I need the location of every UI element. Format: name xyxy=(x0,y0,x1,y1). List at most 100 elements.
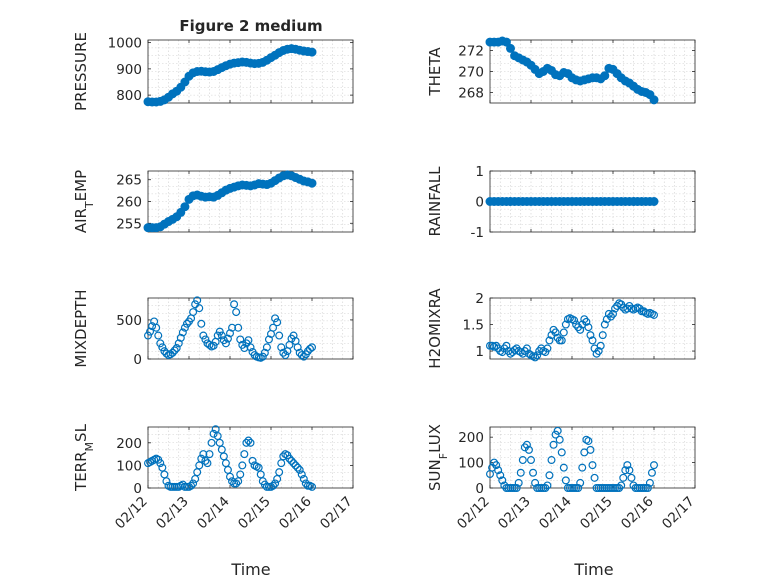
data-point xyxy=(582,317,591,326)
y-tick-label: 200 xyxy=(458,430,484,446)
x-tick-label: 02/13 xyxy=(153,494,192,533)
data-point xyxy=(174,339,183,348)
subplot-pressure-ylabel: PRESSURE xyxy=(72,32,90,111)
data-point xyxy=(308,343,317,352)
data-point xyxy=(307,47,317,57)
data-point xyxy=(516,348,525,357)
data-point xyxy=(502,341,511,350)
y-tick-label: 265 xyxy=(116,173,142,189)
y-tick-label: 1000 xyxy=(108,36,142,52)
data-point xyxy=(494,466,503,475)
subplot-rainfall: RAINFALL -1 0 1 xyxy=(426,164,696,241)
data-point xyxy=(240,450,249,459)
data-point xyxy=(576,325,585,334)
data-point xyxy=(608,309,617,318)
data-point xyxy=(176,333,185,342)
data-point xyxy=(625,466,634,475)
subplot-h2omixra-ylabel: H2OMIXRA xyxy=(426,288,444,369)
data-point xyxy=(262,343,271,352)
data-point xyxy=(543,344,552,353)
data-point xyxy=(570,316,579,325)
axes-box-terr-msl xyxy=(147,426,354,489)
data-point xyxy=(545,471,554,480)
data-point xyxy=(561,320,570,329)
data-point xyxy=(551,430,560,439)
data-point xyxy=(501,37,511,47)
data-point xyxy=(281,351,290,360)
y-tick-label: 0 xyxy=(475,481,484,497)
y-tick-label: 900 xyxy=(116,62,142,78)
data-point xyxy=(586,445,595,454)
data-point xyxy=(258,352,267,361)
data-point xyxy=(205,450,214,459)
data-point xyxy=(287,456,296,465)
x-axis-label-right: Time xyxy=(573,560,613,579)
data-point xyxy=(621,466,630,475)
data-point xyxy=(158,343,167,352)
data-point xyxy=(275,468,284,477)
data-point xyxy=(297,470,306,479)
data-point xyxy=(498,476,507,485)
data-point xyxy=(197,319,206,328)
data-point xyxy=(230,300,239,309)
data-point xyxy=(643,484,652,493)
subplot-h2omixra: H2OMIXRA 1 1.5 2 xyxy=(426,288,696,369)
data-point xyxy=(647,468,656,477)
y-tick-label: 1 xyxy=(475,164,484,180)
data-point xyxy=(623,461,632,470)
y-tick-label: 272 xyxy=(458,44,484,60)
x-axis-label-left: Time xyxy=(230,560,270,579)
data-point xyxy=(492,461,501,470)
x-tick-label: 02/16 xyxy=(276,494,315,533)
data-point xyxy=(162,477,171,486)
data-point xyxy=(271,314,280,323)
data-point xyxy=(645,478,654,487)
y-tick-label: 100 xyxy=(116,458,142,474)
data-point xyxy=(649,310,658,319)
x-tick-label: 02/12 xyxy=(112,494,151,533)
data-point xyxy=(594,347,603,356)
x-tick-label: 02/17 xyxy=(659,494,698,533)
subplot-air-temp: AIRTEMP 255 260 265 xyxy=(72,170,354,233)
subplot-mixdepth: MIXDEPTH 0 500 xyxy=(72,289,354,368)
series-terr-msl xyxy=(144,425,317,491)
data-point xyxy=(226,472,235,481)
axes-box-sun-flux xyxy=(489,426,696,489)
data-point xyxy=(543,481,552,490)
data-point xyxy=(203,459,212,468)
data-point xyxy=(223,465,232,474)
data-point xyxy=(584,323,593,332)
data-point xyxy=(582,435,591,444)
axes-box-h2omixra xyxy=(489,297,696,360)
data-point xyxy=(205,340,214,349)
data-point xyxy=(232,308,241,317)
axes-box-pressure xyxy=(147,39,354,104)
data-point xyxy=(234,323,243,332)
data-point xyxy=(529,468,538,477)
x-tick-label: 02/13 xyxy=(495,494,534,533)
series-rainfall xyxy=(485,197,659,206)
data-point xyxy=(226,329,235,338)
data-point xyxy=(160,470,169,479)
data-point xyxy=(197,454,206,463)
data-point xyxy=(305,344,314,353)
data-point xyxy=(584,436,593,445)
data-point xyxy=(574,484,583,493)
data-point xyxy=(264,335,273,344)
x-tick-label: 02/15 xyxy=(235,494,274,533)
data-point xyxy=(193,296,202,305)
data-point xyxy=(269,481,278,490)
y-tick-label: 500 xyxy=(116,313,142,329)
data-point xyxy=(219,452,228,461)
data-point xyxy=(576,478,585,487)
data-point xyxy=(547,456,556,465)
data-point xyxy=(514,478,523,487)
data-point xyxy=(279,348,288,357)
data-point xyxy=(246,343,255,352)
data-point xyxy=(524,349,533,358)
data-point xyxy=(289,331,298,340)
data-point xyxy=(248,456,257,465)
subplot-terr-msl: TERRMSL 0 100 200 02/12 02/13 02/14 02/15 02/16 0… xyxy=(72,423,356,532)
data-point xyxy=(260,348,269,357)
data-point xyxy=(649,197,659,206)
